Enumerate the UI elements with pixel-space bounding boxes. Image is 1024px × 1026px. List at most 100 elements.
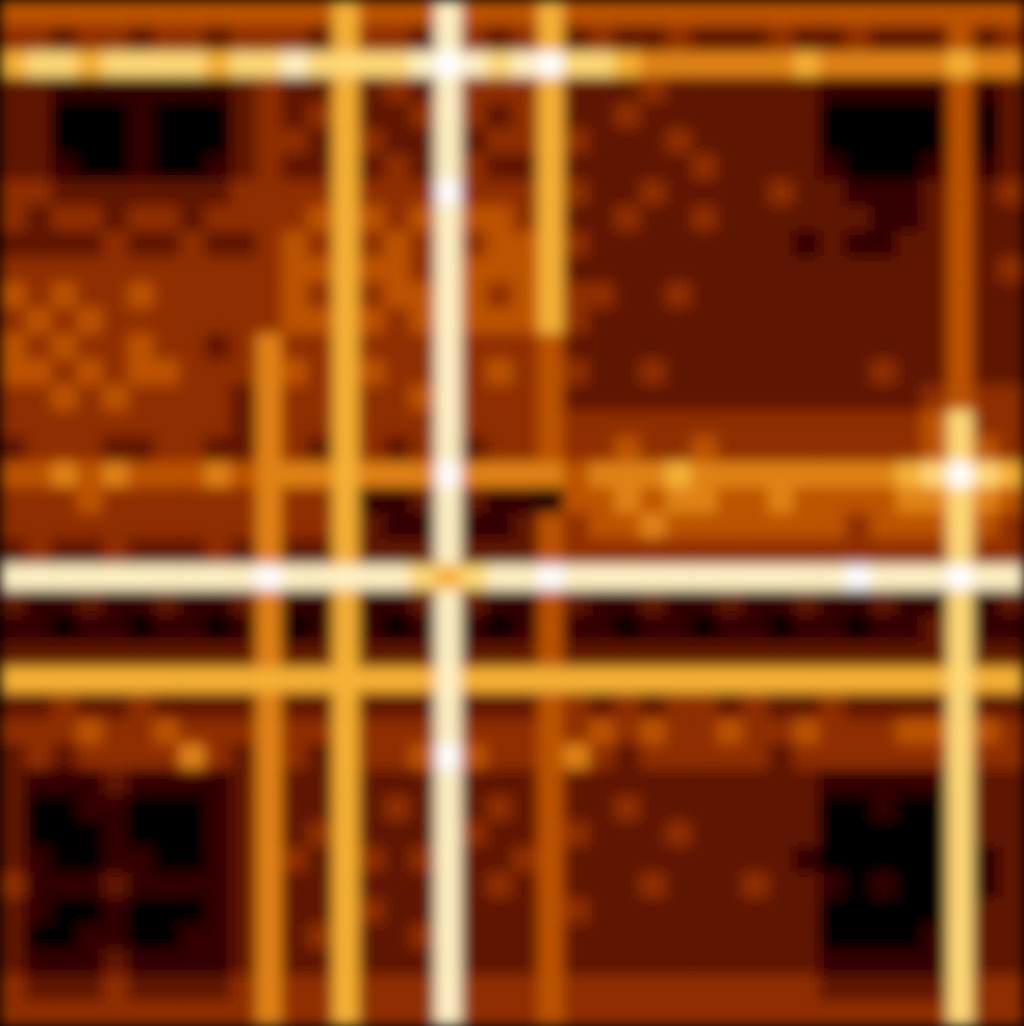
heatmap-cell <box>563 641 589 667</box>
heatmap-cell <box>26 1000 52 1026</box>
heatmap-cell <box>947 359 973 385</box>
heatmap-cell <box>51 539 77 565</box>
heatmap-cell <box>666 949 692 975</box>
heatmap-cell <box>384 257 410 283</box>
heatmap-cell <box>589 923 615 949</box>
heatmap-cell <box>768 410 794 436</box>
heatmap-cell <box>640 975 666 1001</box>
heatmap-cell <box>0 616 26 642</box>
heatmap-cell <box>742 795 768 821</box>
heatmap-cell <box>870 103 896 129</box>
heatmap-cell <box>742 26 768 52</box>
heatmap-cell <box>333 333 359 359</box>
heatmap-cell <box>614 949 640 975</box>
heatmap-cell <box>154 821 180 847</box>
heatmap-cell <box>589 898 615 924</box>
heatmap-cell <box>77 744 103 770</box>
heatmap-cell <box>410 616 436 642</box>
heatmap-cell <box>205 385 231 411</box>
heatmap-cell <box>947 51 973 77</box>
heatmap-cell <box>717 770 743 796</box>
heatmap-cell <box>845 821 871 847</box>
heatmap-cell <box>819 641 845 667</box>
heatmap-cell <box>333 462 359 488</box>
heatmap-cell <box>333 564 359 590</box>
heatmap-cell <box>256 308 282 334</box>
heatmap-cell <box>768 975 794 1001</box>
heatmap-cell <box>282 641 308 667</box>
heatmap-cell <box>563 513 589 539</box>
heatmap-cell <box>666 1000 692 1026</box>
heatmap-cell <box>563 923 589 949</box>
heatmap-cell <box>179 923 205 949</box>
heatmap-cell <box>614 128 640 154</box>
heatmap-cell <box>128 693 154 719</box>
heatmap-cell <box>358 770 384 796</box>
heatmap-cell <box>742 693 768 719</box>
heatmap-cell <box>358 282 384 308</box>
heatmap-cell <box>205 616 231 642</box>
heatmap-cell <box>768 539 794 565</box>
heatmap-cell <box>333 693 359 719</box>
heatmap-cell <box>26 641 52 667</box>
heatmap-cell <box>870 51 896 77</box>
heatmap-cell <box>230 205 256 231</box>
heatmap-cell <box>435 462 461 488</box>
heatmap-cell <box>307 128 333 154</box>
heatmap-cell <box>179 26 205 52</box>
heatmap-cell <box>307 103 333 129</box>
heatmap-cell <box>640 462 666 488</box>
heatmap-cell <box>922 770 948 796</box>
heatmap-cell <box>230 257 256 283</box>
heatmap-cell <box>486 0 512 26</box>
heatmap-cell <box>435 795 461 821</box>
heatmap-cell <box>77 154 103 180</box>
heatmap-cell <box>256 821 282 847</box>
heatmap-cell <box>358 872 384 898</box>
heatmap-cell <box>435 616 461 642</box>
heatmap-cell <box>333 154 359 180</box>
heatmap-cell <box>819 282 845 308</box>
heatmap-cell <box>102 975 128 1001</box>
heatmap-cell <box>742 205 768 231</box>
heatmap-cell <box>512 949 538 975</box>
heatmap-cell <box>589 590 615 616</box>
heatmap-cell <box>922 257 948 283</box>
heatmap-cell <box>307 616 333 642</box>
heatmap-cell <box>768 923 794 949</box>
heatmap-cell <box>410 128 436 154</box>
heatmap-cell <box>666 231 692 257</box>
heatmap-cell <box>640 154 666 180</box>
heatmap-cell <box>538 205 564 231</box>
heatmap-cell <box>998 1000 1024 1026</box>
heatmap-cell <box>691 1000 717 1026</box>
heatmap-cell <box>230 26 256 52</box>
heatmap-cell <box>845 308 871 334</box>
heatmap-cell <box>307 693 333 719</box>
heatmap-cell <box>666 154 692 180</box>
heatmap-cell <box>742 744 768 770</box>
heatmap-cell <box>333 257 359 283</box>
heatmap-cell <box>717 693 743 719</box>
heatmap-cell <box>410 154 436 180</box>
heatmap-cell <box>973 333 999 359</box>
heatmap-cell <box>51 846 77 872</box>
heatmap-cell <box>102 718 128 744</box>
heatmap-cell <box>128 257 154 283</box>
heatmap-cell <box>461 539 487 565</box>
heatmap-cell <box>666 718 692 744</box>
heatmap-cell <box>947 693 973 719</box>
heatmap-cell <box>128 821 154 847</box>
heatmap-cell <box>333 308 359 334</box>
heatmap-cell <box>768 1000 794 1026</box>
heatmap-cell <box>0 26 26 52</box>
heatmap-cell <box>563 0 589 26</box>
heatmap-cell <box>768 103 794 129</box>
heatmap-cell <box>51 103 77 129</box>
heatmap-cell <box>205 231 231 257</box>
heatmap-cell <box>435 205 461 231</box>
heatmap-cell <box>333 103 359 129</box>
heatmap-cell <box>307 308 333 334</box>
heatmap-cell <box>461 410 487 436</box>
heatmap-cell <box>256 462 282 488</box>
